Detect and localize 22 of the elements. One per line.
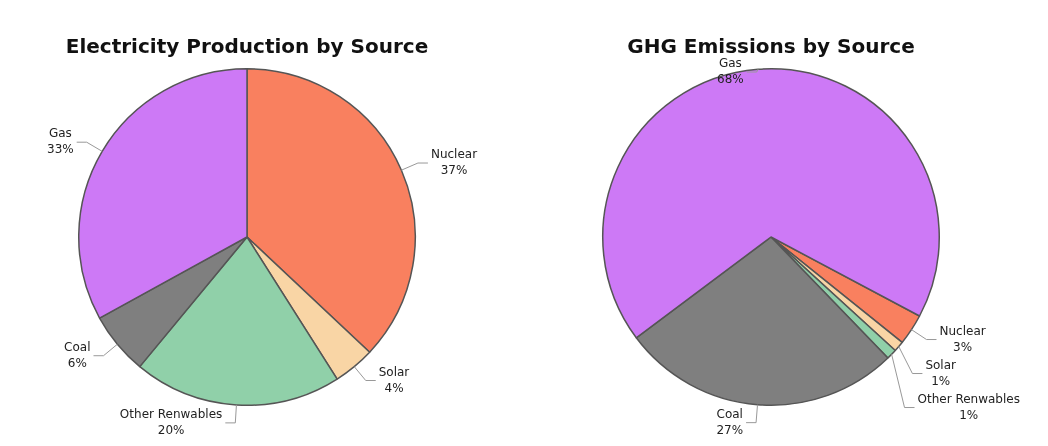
data-label: 6% (67, 355, 87, 370)
data-label: 68% (717, 72, 744, 87)
data-label: 3% (953, 339, 973, 354)
slice-label: Other Renwables (917, 391, 1020, 406)
slice-label: Other Renwables (119, 407, 223, 422)
slice-label: Solar (925, 357, 957, 372)
data-label: 4% (384, 380, 404, 395)
data-label: 1% (959, 407, 979, 422)
slice-label: Gas (48, 126, 72, 141)
slice-label: Nuclear (430, 147, 478, 162)
data-label: 27% (716, 422, 744, 437)
data-label: 37% (440, 163, 468, 178)
slice-label: Gas (718, 56, 742, 71)
data-label: 20% (157, 423, 185, 438)
chart-title: Electricity Production by Source (65, 34, 429, 59)
chart-title: GHG Emissions by Source (627, 34, 915, 59)
slice-label: Solar (378, 364, 410, 379)
slice-label: Nuclear (939, 323, 986, 338)
data-label: 33% (47, 142, 74, 157)
slice-label: Coal (716, 406, 743, 421)
slice-label: Coal (64, 339, 91, 354)
data-label: 1% (931, 373, 951, 388)
